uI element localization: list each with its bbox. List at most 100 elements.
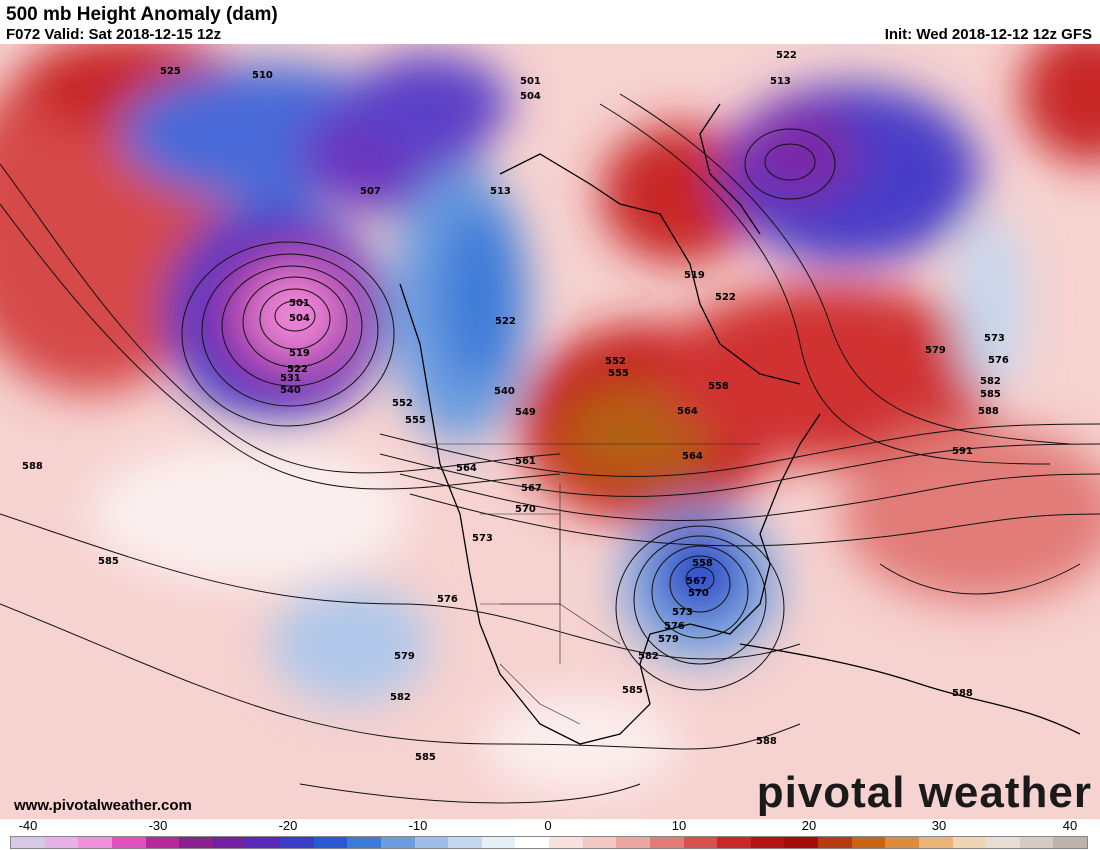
- contour-label: 570: [515, 504, 536, 515]
- contour-label: 510: [252, 70, 273, 81]
- colorbar-swatch: [11, 837, 45, 848]
- init-time: Init: Wed 2018-12-12 12z GFS: [884, 26, 1092, 43]
- colorbar-swatch: [111, 837, 146, 848]
- colorbar-tick: -20: [278, 818, 298, 833]
- colorbar-swatch: [750, 837, 785, 848]
- contour-label: 525: [160, 66, 181, 77]
- map-canvas: 501 504 507 510 513 519 522 525 531 540 …: [0, 44, 1100, 819]
- colorbar-tick: 40: [1062, 818, 1078, 833]
- contour-label: 522: [287, 364, 308, 375]
- contour-label: 561: [515, 456, 536, 467]
- contour-label: 519: [289, 348, 310, 359]
- contour-label: 513: [490, 186, 511, 197]
- colorbar-swatch: [179, 837, 213, 848]
- colorbar-swatch: [313, 837, 348, 848]
- colorbar-tick: -30: [148, 818, 168, 833]
- colorbar: [10, 836, 1088, 849]
- contour-label: 507: [360, 186, 381, 197]
- coastlines: [399, 103, 1081, 745]
- contour-label: 576: [988, 355, 1009, 366]
- colorbar-tick: 20: [801, 818, 817, 833]
- contour-label: 522: [776, 50, 797, 61]
- colorbar-swatch: [1053, 837, 1087, 848]
- colorbar-swatch: [549, 837, 583, 848]
- contour-label: 573: [984, 333, 1005, 344]
- contour-label: 588: [22, 461, 43, 472]
- contour-label: 585: [622, 685, 643, 696]
- valid-time: F072 Valid: Sat 2018-12-15 12z: [6, 26, 222, 43]
- contour-label: 552: [605, 356, 626, 367]
- contour-label: 582: [390, 692, 411, 703]
- colorbar-swatch: [616, 837, 650, 848]
- contour-label: 504: [289, 313, 310, 324]
- contour-label: 564: [456, 463, 477, 474]
- contour-label: 585: [98, 556, 119, 567]
- contour-label: 564: [682, 451, 703, 462]
- colorbar-swatch: [380, 837, 415, 848]
- colorbar-swatch: [246, 837, 280, 848]
- contour-label: 522: [715, 292, 736, 303]
- brand-logo: pivotal weather: [756, 768, 1092, 817]
- colorbar-swatch: [885, 837, 919, 848]
- colorbar-tick: -10: [408, 818, 428, 833]
- colorbar-swatch: [515, 837, 549, 848]
- colorbar-swatch: [347, 837, 381, 848]
- colorbar-tick: 10: [671, 818, 687, 833]
- contour-label: 513: [770, 76, 791, 87]
- contour-label: 579: [925, 345, 946, 356]
- colorbar-swatch: [582, 837, 617, 848]
- colorbar-swatch: [44, 837, 79, 848]
- colorbar-tick: 30: [931, 818, 947, 833]
- contour-label: 573: [672, 607, 693, 618]
- contour-label: 522: [495, 316, 516, 327]
- contour-label: 555: [608, 368, 629, 379]
- contour-label: 552: [392, 398, 413, 409]
- contour-label: 555: [405, 415, 426, 426]
- colorbar-swatch: [414, 837, 449, 848]
- contour-label: 504: [520, 91, 541, 102]
- contour-label: 576: [664, 621, 685, 632]
- colorbar-swatch: [280, 837, 314, 848]
- contour-label: 591: [952, 446, 973, 457]
- contour-label: 567: [521, 483, 542, 494]
- website-url: www.pivotalweather.com: [14, 797, 192, 814]
- colorbar-tick: -40: [18, 818, 38, 833]
- colorbar-swatch: [481, 837, 516, 848]
- colorbar-ticks: -40 -30 -20 -10 0 10 20 30 40: [0, 818, 1100, 834]
- colorbar-swatch: [683, 837, 718, 848]
- contour-label: 519: [684, 270, 705, 281]
- contour-label: 531: [280, 373, 301, 384]
- contour-label: 579: [394, 651, 415, 662]
- contour-label: 558: [692, 558, 713, 569]
- colorbar-swatch: [818, 837, 852, 848]
- contour-label: 570: [688, 588, 709, 599]
- contour-label: 558: [708, 381, 729, 392]
- contour-label: 567: [686, 576, 707, 587]
- contour-label: 501: [289, 298, 310, 309]
- contour-label: 585: [980, 389, 1001, 400]
- colorbar-swatch: [78, 837, 112, 848]
- colorbar-swatch: [986, 837, 1020, 848]
- colorbar-swatch: [212, 837, 247, 848]
- contour-label-group: 501 504 507 510 513 519 522 525 531 540 …: [22, 50, 1009, 763]
- contour-label: 540: [494, 386, 515, 397]
- contour-label: 582: [980, 376, 1001, 387]
- colorbar-swatch: [649, 837, 684, 848]
- contour-label: 579: [658, 634, 679, 645]
- colorbar-swatch: [851, 837, 886, 848]
- contour-label: 585: [415, 752, 436, 763]
- colorbar-swatch: [717, 837, 751, 848]
- colorbar-swatch: [1019, 837, 1054, 848]
- contour-label: 588: [978, 406, 999, 417]
- anomaly-map: 501 504 507 510 513 519 522 525 531 540 …: [0, 44, 1100, 819]
- contour-label: 501: [520, 76, 541, 87]
- colorbar-swatch: [448, 837, 482, 848]
- contour-label: 549: [515, 407, 536, 418]
- colorbar-tick: 0: [544, 818, 552, 833]
- colorbar-swatch: [952, 837, 987, 848]
- colorbar-swatch: [784, 837, 818, 848]
- colorbar-swatch: [918, 837, 953, 848]
- contour-label: 582: [638, 651, 659, 662]
- header: 500 mb Height Anomaly (dam) F072 Valid: …: [0, 0, 1100, 44]
